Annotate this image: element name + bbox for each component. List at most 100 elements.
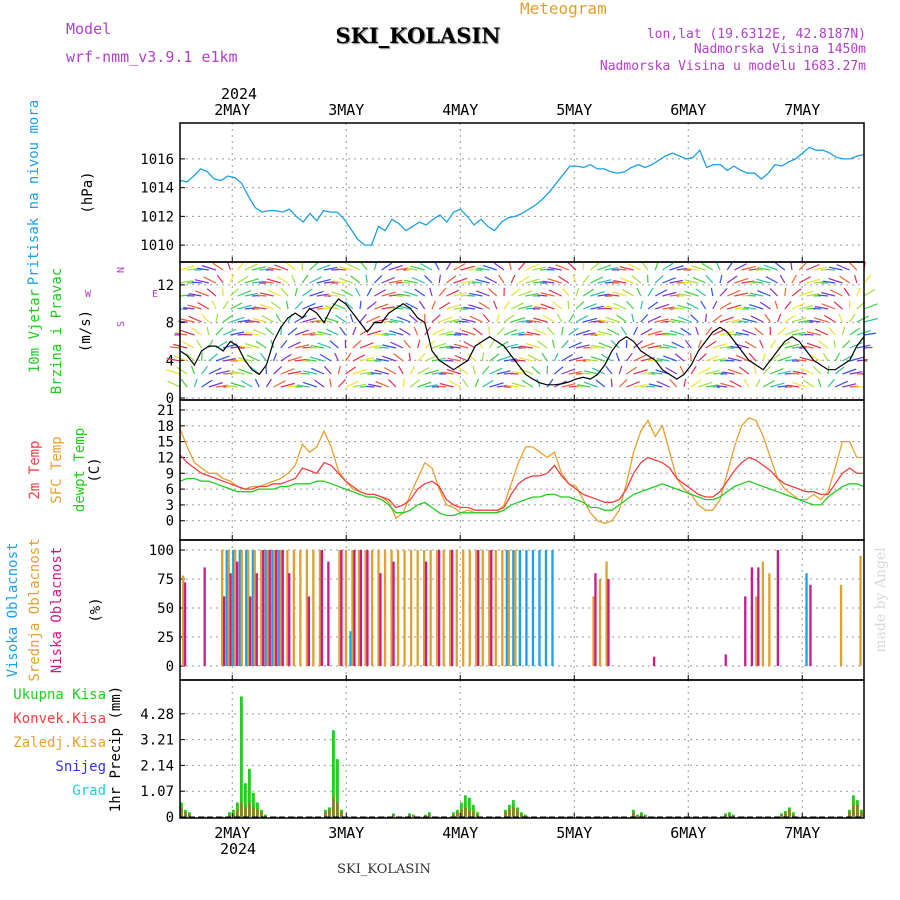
wind-barb [475, 278, 490, 284]
wind-barb [601, 353, 613, 362]
wind-barb [176, 366, 188, 375]
wind-barb [798, 262, 808, 271]
wind-barb [613, 302, 627, 310]
wind-barb [410, 379, 420, 388]
wind-barb [537, 294, 548, 297]
bar [227, 550, 230, 666]
wind-barb [245, 331, 260, 336]
bar [468, 797, 471, 817]
wind-barb [656, 358, 670, 362]
bar [544, 550, 548, 666]
wind-barb [382, 355, 397, 362]
wind-barb [597, 264, 612, 271]
side-label: 2m Temp [27, 440, 43, 499]
wind-barb [521, 379, 534, 388]
wind-barb [762, 380, 775, 388]
wind-barb [533, 317, 548, 323]
wind-barb [309, 356, 325, 362]
bar [244, 807, 247, 817]
wind-barb [610, 340, 620, 349]
bar [318, 550, 322, 666]
bar [481, 550, 484, 666]
wind-barb [750, 315, 764, 323]
wind-barb [705, 313, 707, 323]
wind-barb [777, 370, 792, 375]
wind-barb [532, 280, 545, 284]
wind-barb [503, 300, 511, 310]
wind-barb [496, 355, 511, 362]
wind-barb [230, 345, 242, 349]
bar [203, 567, 206, 666]
wind-barb [719, 316, 734, 323]
bottom-day-label: 2MAY [214, 824, 250, 842]
wind-barb [381, 306, 395, 310]
bar [525, 550, 528, 666]
wind-barb [795, 359, 807, 362]
bar [188, 814, 191, 817]
wind-barb [821, 303, 836, 310]
bar [452, 814, 455, 817]
compass: N W E S [85, 267, 158, 327]
wind-barb [510, 274, 516, 284]
bar [728, 814, 731, 817]
bar [256, 802, 259, 817]
wind-barb [640, 371, 653, 375]
bar [464, 807, 467, 817]
wind-barb [791, 317, 807, 323]
wind-barb [590, 356, 605, 362]
wind-barb [669, 330, 685, 336]
wind-barb [345, 366, 356, 375]
wind-barb [542, 315, 555, 323]
wind-barb [345, 380, 359, 388]
bar [286, 550, 289, 666]
wind-barb [246, 354, 260, 362]
wind-barb [345, 352, 352, 362]
wind-barb [182, 341, 195, 349]
wind-barb [749, 292, 764, 297]
bar [281, 550, 284, 666]
wind-barbs [165, 261, 879, 388]
wind-barb [230, 302, 243, 310]
wind-barb [712, 357, 727, 362]
wind-barb [244, 307, 256, 310]
wind-barb [273, 380, 286, 388]
bar [234, 550, 237, 666]
wind-barb [511, 316, 526, 323]
wind-barb [294, 287, 298, 297]
wind-barb [791, 346, 803, 349]
wind-barb [309, 290, 324, 297]
y-tick-label: 1.07 [140, 784, 174, 800]
wind-barb [201, 313, 210, 323]
wind-barb [252, 329, 267, 336]
wind-barb [251, 280, 264, 284]
wind-barb [546, 326, 555, 336]
bar [336, 759, 339, 817]
wind-barb [190, 365, 195, 375]
precip-legend-item: Zaledj.Kisa [13, 735, 106, 751]
wind-barb [453, 306, 466, 310]
wind-barb [285, 300, 289, 310]
bar [438, 550, 441, 666]
y-tick-label: 1014 [140, 181, 174, 197]
bar [508, 809, 511, 817]
wind-barb [664, 332, 677, 336]
wind-barb [759, 301, 771, 310]
wind-barb [834, 380, 849, 388]
wind-barb [187, 267, 199, 271]
bar [392, 814, 395, 817]
wind-barb [463, 341, 476, 349]
wind-barb [690, 379, 702, 388]
panel-wind: 0 4 8 12 10m Vjetar Brzina i Pravac (m/s) N W E S [27, 261, 879, 407]
wind-barb [374, 318, 389, 323]
wind-speed-line [179, 298, 865, 386]
wind-barb [215, 355, 230, 362]
wind-barb [474, 378, 480, 388]
wind-barb [814, 305, 829, 310]
precip-legend-item: Snijeg [55, 759, 106, 775]
wind-barb [294, 315, 307, 323]
y-tick-label: 6 [166, 482, 174, 498]
wind-barb [583, 370, 598, 375]
bar [253, 550, 256, 666]
wind-barb [677, 316, 692, 323]
wind-barb [302, 381, 317, 388]
